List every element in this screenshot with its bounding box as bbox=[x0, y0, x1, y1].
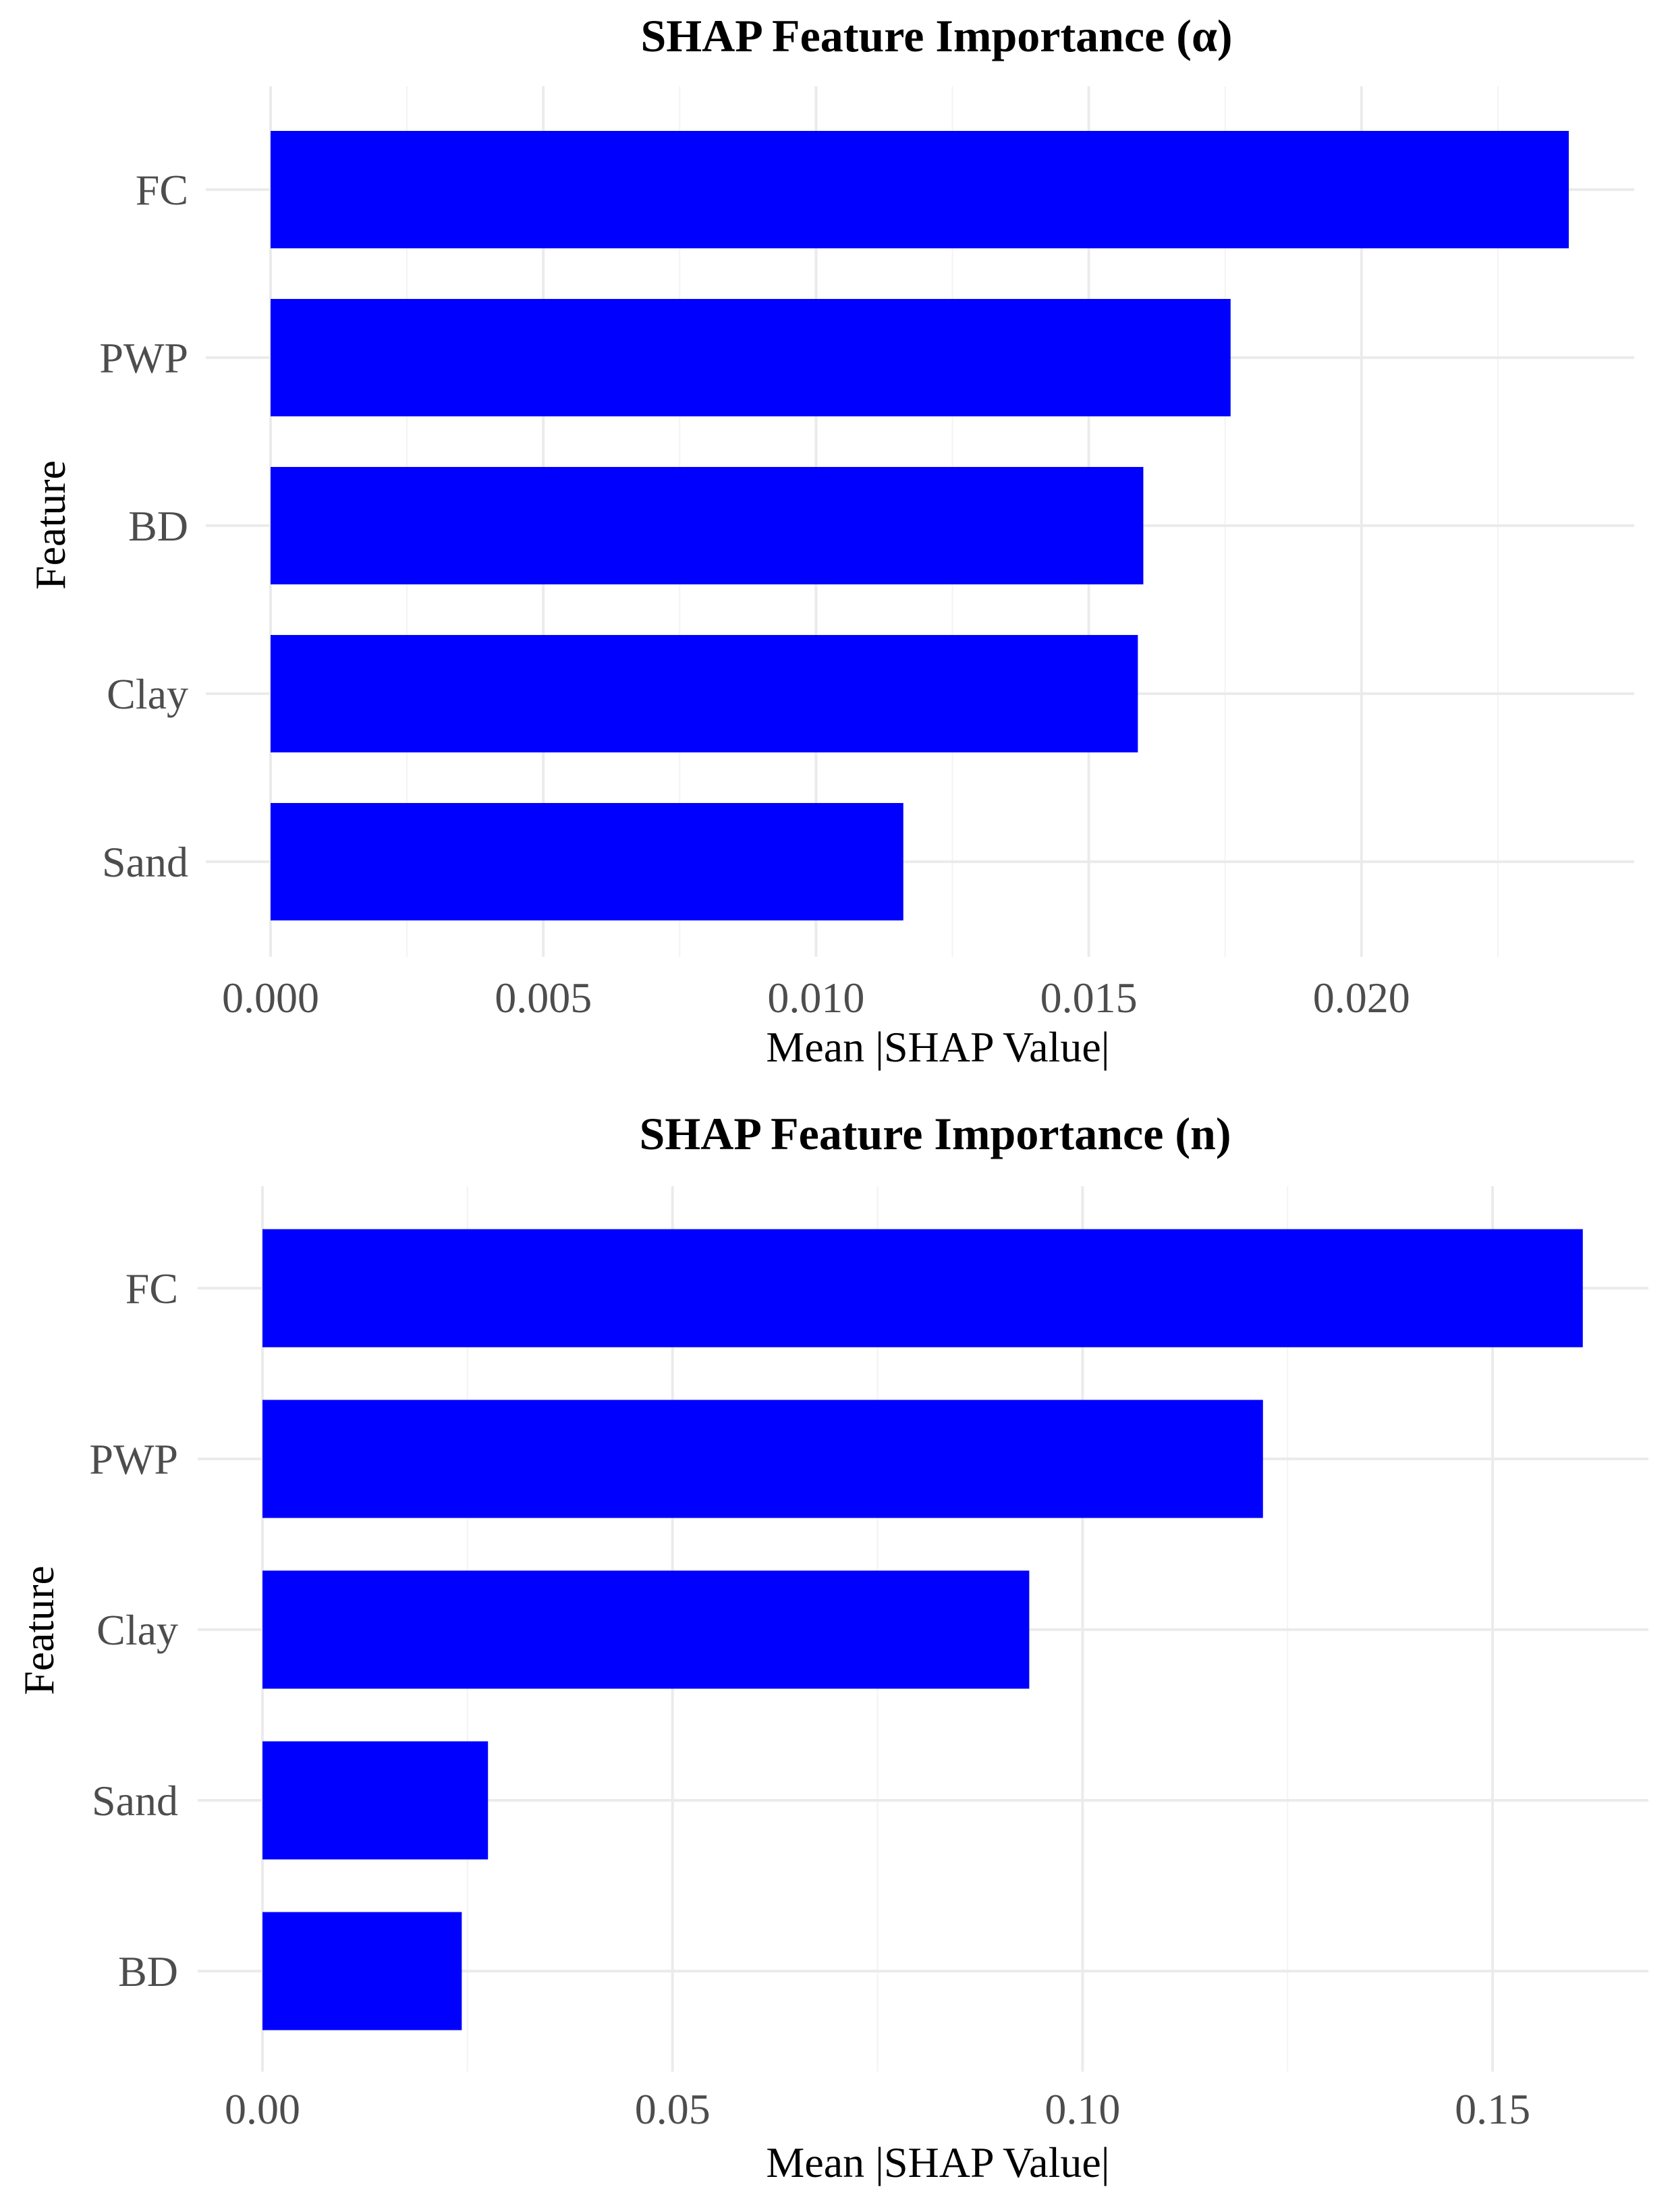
x-tick-label: 0.000 bbox=[222, 974, 319, 1022]
y-tick-label: Sand bbox=[92, 1777, 178, 1825]
bar-clay bbox=[262, 1570, 1030, 1689]
y-tick-label: PWP bbox=[89, 1435, 178, 1483]
x-tick-label: 0.15 bbox=[1455, 2085, 1530, 2133]
y-tick-label: Clay bbox=[96, 1606, 178, 1654]
y-axis-title: Feature bbox=[15, 1566, 63, 1695]
bar-clay bbox=[271, 635, 1138, 752]
bar-bd bbox=[262, 1912, 462, 2030]
chart-alpha: FC PWP BD Clay Sand 0.000 0.005 0.010 0.015 0.02… bbox=[26, 10, 1634, 1071]
y-tick-label: Clay bbox=[107, 670, 188, 718]
bar-sand bbox=[271, 803, 903, 920]
y-tick-label: PWP bbox=[99, 334, 188, 382]
bar-sand bbox=[262, 1741, 489, 1860]
x-tick-label: 0.005 bbox=[495, 974, 592, 1022]
chart-title: SHAP Feature Importance (α) bbox=[640, 10, 1232, 61]
x-tick-label: 0.10 bbox=[1045, 2085, 1120, 2133]
x-tick-label: 0.010 bbox=[767, 974, 864, 1022]
y-tick-label: FC bbox=[136, 166, 188, 214]
x-axis-title: Mean |SHAP Value| bbox=[766, 2138, 1109, 2186]
y-tick-label: Sand bbox=[102, 838, 188, 886]
x-tick-labels: 0.00 0.05 0.10 0.15 bbox=[225, 2085, 1530, 2133]
x-tick-labels: 0.000 0.005 0.010 0.015 0.020 bbox=[222, 974, 1410, 1022]
y-tick-labels: FC PWP BD Clay Sand bbox=[99, 166, 188, 886]
y-tick-labels: FC PWP Clay Sand BD bbox=[89, 1265, 178, 1995]
y-tick-label: FC bbox=[126, 1265, 178, 1312]
y-axis-title: Feature bbox=[26, 460, 74, 590]
bars bbox=[271, 131, 1569, 920]
bar-bd bbox=[271, 467, 1144, 584]
bar-fc bbox=[262, 1229, 1583, 1348]
x-tick-label: 0.05 bbox=[635, 2085, 711, 2133]
y-tick-label: BD bbox=[118, 1947, 178, 1995]
x-tick-label: 0.015 bbox=[1040, 974, 1138, 1022]
x-tick-label: 0.00 bbox=[225, 2085, 300, 2133]
bar-pwp bbox=[271, 299, 1231, 416]
x-tick-label: 0.020 bbox=[1313, 974, 1410, 1022]
chart-n: FC PWP Clay Sand BD 0.00 0.05 0.10 0.15 SHAP Fe… bbox=[15, 1108, 1648, 2186]
y-tick-label: BD bbox=[128, 502, 188, 550]
bar-pwp bbox=[262, 1400, 1263, 1518]
bars bbox=[262, 1229, 1583, 2030]
x-axis-title: Mean |SHAP Value| bbox=[766, 1023, 1109, 1071]
bar-fc bbox=[271, 131, 1569, 248]
chart-title: SHAP Feature Importance (n) bbox=[640, 1108, 1231, 1159]
